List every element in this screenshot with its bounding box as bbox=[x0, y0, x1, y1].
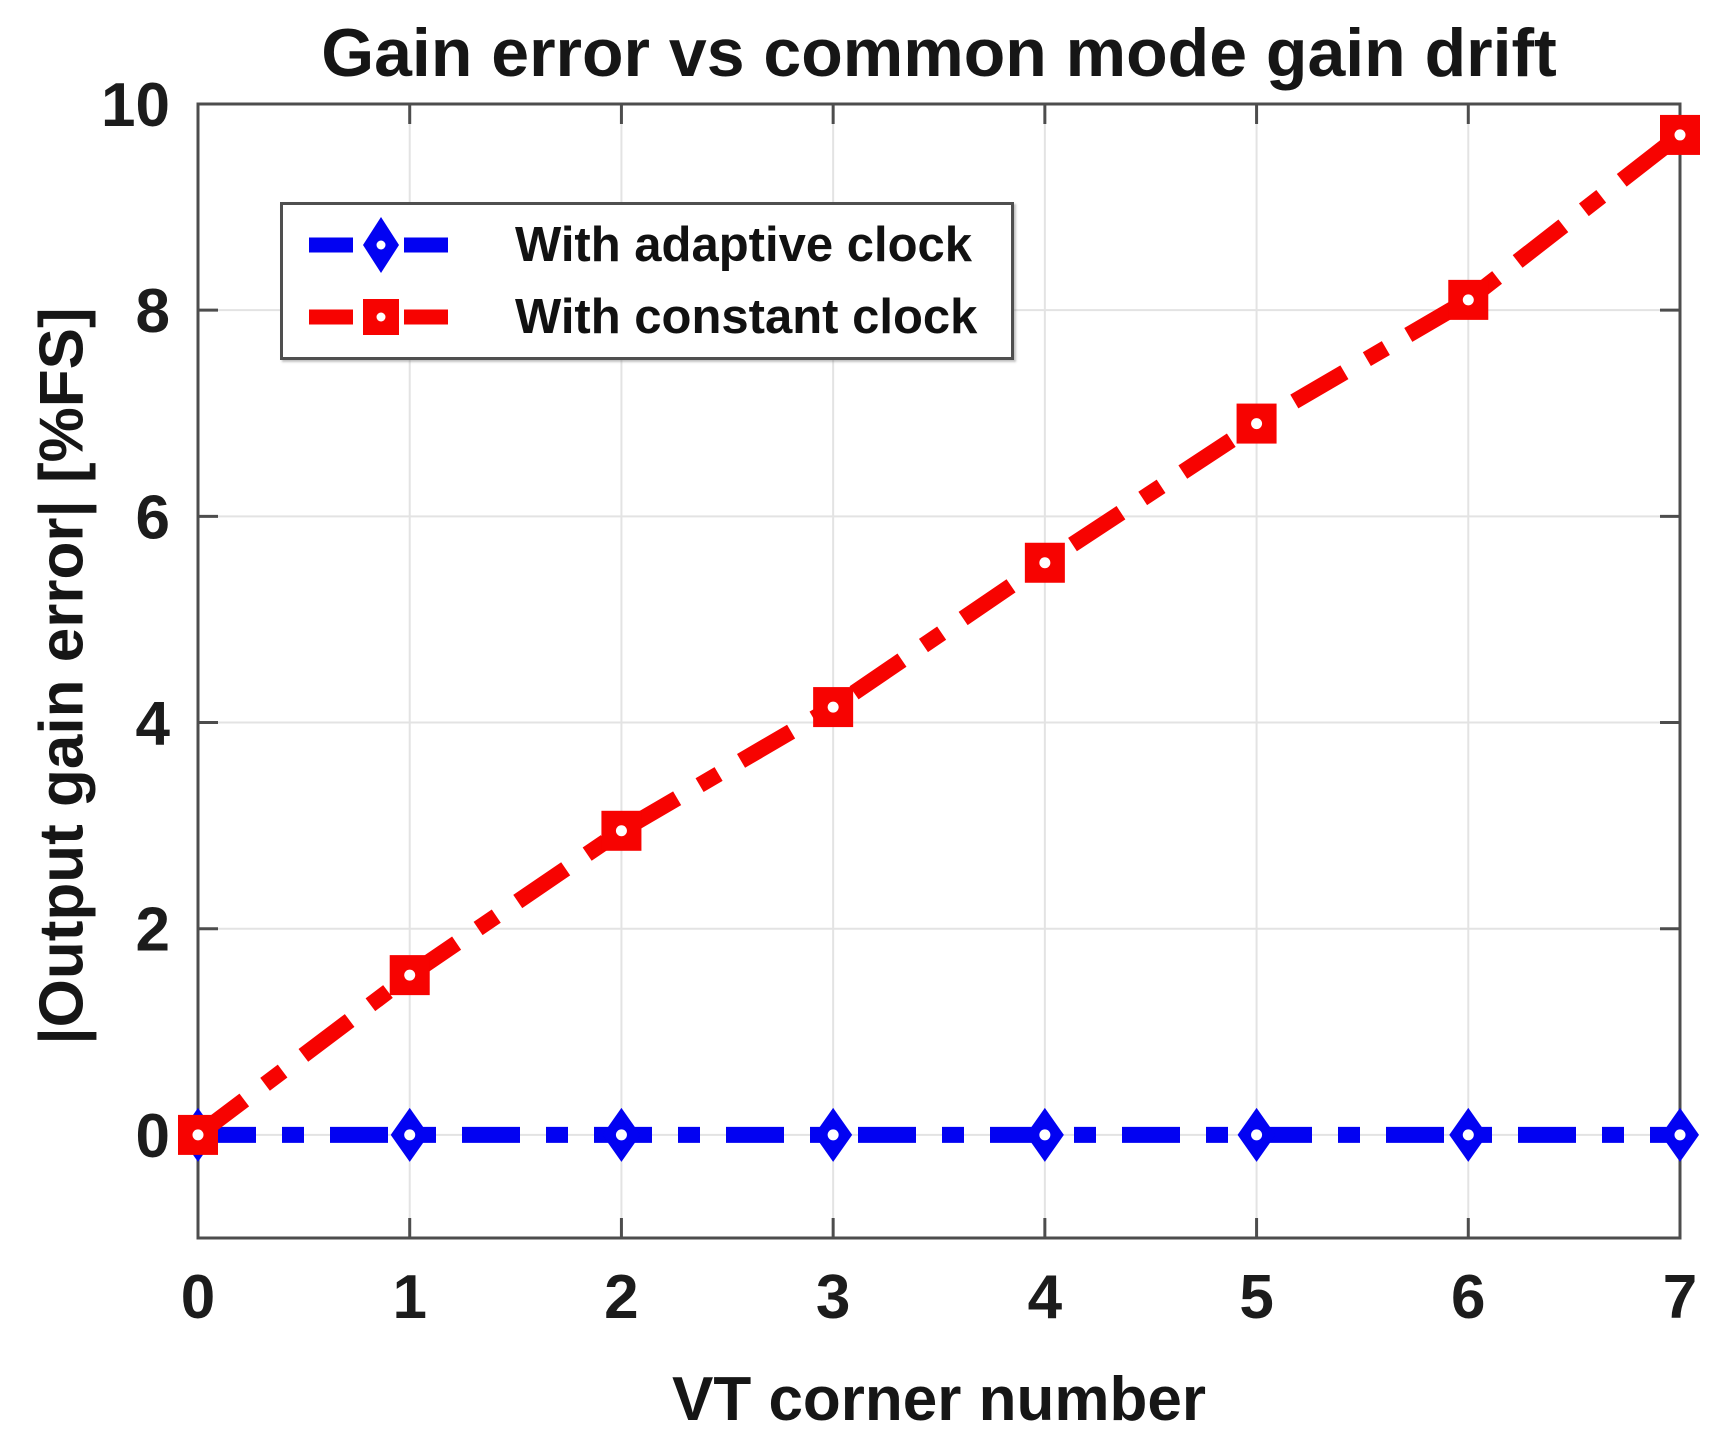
legend-sample-line-square bbox=[309, 299, 459, 335]
y-tick-label: 4 bbox=[136, 690, 171, 759]
legend-item-adaptive-clock: With adaptive clock bbox=[309, 213, 1011, 277]
y-tick-label: 10 bbox=[101, 71, 170, 140]
legend-sample-line-diamond bbox=[309, 217, 459, 273]
x-tick-label: 7 bbox=[1663, 1263, 1697, 1332]
marker-pinhole bbox=[404, 1129, 416, 1141]
x-tick-label: 4 bbox=[1028, 1263, 1063, 1332]
legend-label: With constant clock bbox=[515, 290, 978, 344]
y-tick-label: 6 bbox=[136, 483, 170, 552]
legend: With adaptive clock With constant clock bbox=[280, 202, 1014, 360]
marker-pinhole bbox=[1462, 1129, 1474, 1141]
x-tick-label: 6 bbox=[1451, 1263, 1485, 1332]
marker-pinhole bbox=[827, 701, 839, 713]
marker-pinhole bbox=[1251, 418, 1263, 430]
marker-pinhole bbox=[1462, 294, 1474, 306]
axes-box bbox=[196, 102, 1682, 1240]
marker-pinhole bbox=[1251, 1129, 1263, 1141]
legend-label: With adaptive clock bbox=[515, 218, 973, 272]
marker-pinhole bbox=[376, 240, 386, 250]
x-axis-label: VT corner number bbox=[672, 1365, 1206, 1434]
legend-item-constant-clock: With constant clock bbox=[309, 285, 1011, 349]
y-tick-label: 0 bbox=[136, 1102, 170, 1171]
marker-pinhole bbox=[192, 1129, 204, 1141]
marker-pinhole bbox=[376, 312, 386, 322]
x-tick-label: 1 bbox=[392, 1263, 426, 1332]
marker-pinhole bbox=[1674, 1129, 1686, 1141]
marker-pinhole bbox=[827, 1129, 839, 1141]
x-tick-label: 5 bbox=[1239, 1263, 1273, 1332]
chart-title: Gain error vs common mode gain drift bbox=[321, 15, 1557, 91]
x-tick-label: 2 bbox=[604, 1263, 638, 1332]
y-tick-label: 8 bbox=[136, 277, 170, 346]
x-tick-label: 3 bbox=[816, 1263, 850, 1332]
marker-pinhole bbox=[615, 825, 627, 837]
marker-pinhole bbox=[615, 1129, 627, 1141]
series-line-square bbox=[193, 128, 1685, 1142]
marker-pinhole bbox=[404, 969, 416, 981]
marker-pinhole bbox=[1039, 1129, 1051, 1141]
x-tick-label: 0 bbox=[181, 1263, 215, 1332]
marker-pinhole bbox=[1039, 557, 1051, 569]
marker-pinhole bbox=[1674, 129, 1686, 141]
y-tick-label: 2 bbox=[136, 896, 170, 965]
